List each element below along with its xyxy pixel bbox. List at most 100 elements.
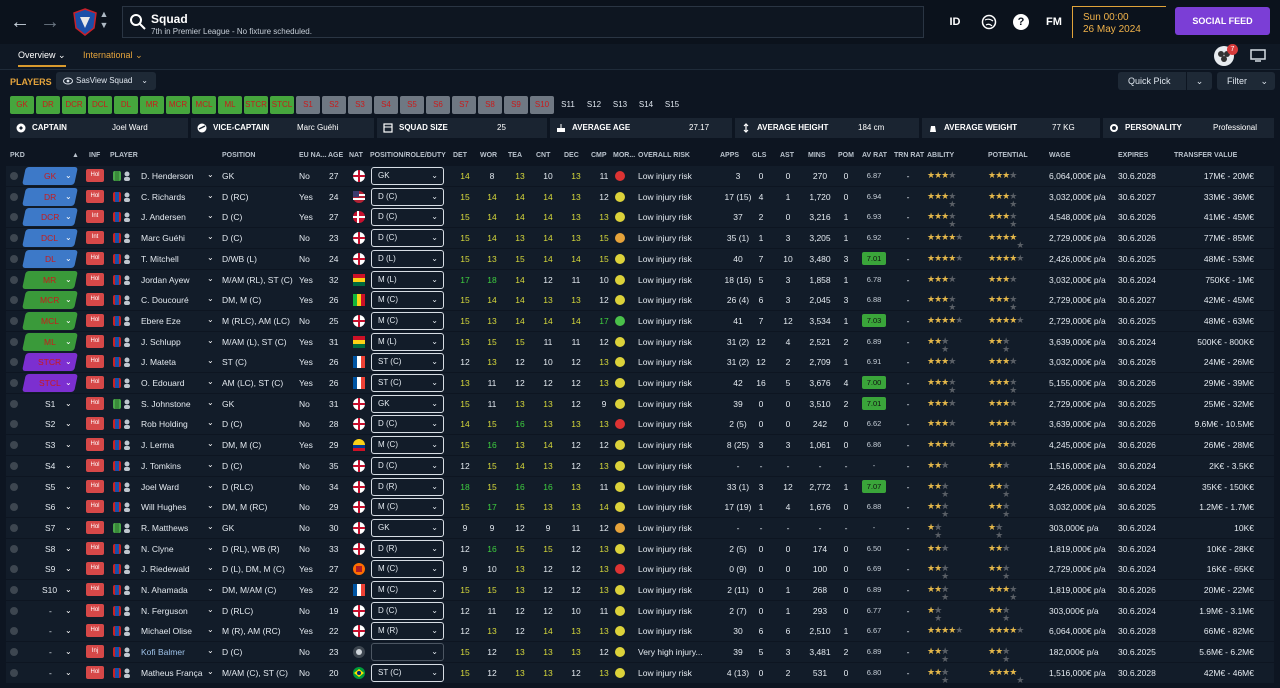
filter-button[interactable]: Filter ⌄ bbox=[1217, 72, 1275, 90]
role-duty-select[interactable]: D (C) ⌄ bbox=[371, 456, 444, 475]
morale-icon[interactable] bbox=[615, 543, 625, 554]
col-tea[interactable]: TEA bbox=[508, 152, 522, 159]
chevron-down-icon[interactable]: ⌄ bbox=[207, 335, 214, 345]
col-eu-national[interactable]: EU NA... bbox=[299, 152, 327, 159]
squad-slot-select[interactable]: ML ⌄ bbox=[22, 332, 78, 351]
info-badge[interactable]: Hol bbox=[86, 438, 104, 452]
pick-indicator[interactable] bbox=[10, 213, 18, 222]
pick-indicator[interactable] bbox=[10, 606, 18, 615]
role-duty-select[interactable]: ⌄ bbox=[371, 643, 444, 662]
tab-international[interactable]: International ⌄ bbox=[83, 50, 143, 61]
player-name[interactable]: J. Andersen bbox=[141, 212, 186, 223]
pick-indicator[interactable] bbox=[10, 441, 18, 450]
info-badge[interactable]: Hol bbox=[86, 541, 104, 555]
table-row[interactable]: - ⌄ Hol Matheus França ⌄ M/AM (C), ST (C) No 20… bbox=[6, 662, 1274, 685]
squad-slot-select[interactable]: DL ⌄ bbox=[22, 249, 78, 268]
squad-slot-select[interactable]: - ⌄ bbox=[22, 664, 78, 682]
pick-indicator[interactable] bbox=[10, 358, 18, 367]
role-duty-select[interactable]: M (C) ⌄ bbox=[371, 560, 444, 579]
player-name[interactable]: Michael Olise bbox=[141, 626, 193, 637]
pick-indicator[interactable] bbox=[10, 586, 18, 594]
table-row[interactable]: DCL ⌄ Int Marc Guéhi ⌄ D (C) No 23 D (C) ⌄ 15 14 13 1… bbox=[6, 228, 1274, 250]
quick-pick-button[interactable]: Quick Pick ⌄ bbox=[1118, 72, 1212, 90]
morale-icon[interactable] bbox=[615, 605, 625, 616]
info-badge[interactable]: Hol bbox=[86, 583, 104, 596]
table-row[interactable]: S5 ⌄ Hol Joel Ward ⌄ D (RLC) No 34 D (R) ⌄ 18 15 16 1… bbox=[6, 476, 1274, 499]
chevron-down-icon[interactable]: ⌄ bbox=[207, 170, 214, 179]
morale-icon[interactable] bbox=[615, 522, 625, 533]
player-name[interactable]: Marc Guéhi bbox=[141, 233, 185, 244]
squad-slot-select[interactable]: DCL ⌄ bbox=[22, 229, 78, 248]
player-name[interactable]: Rob Holding bbox=[141, 419, 188, 430]
table-row[interactable]: DR ⌄ Hol C. Richards ⌄ D (RC) Yes 24 D (C) ⌄ 15 14 1… bbox=[6, 186, 1274, 209]
role-duty-select[interactable]: GK ⌄ bbox=[371, 394, 444, 413]
info-badge[interactable]: Hol bbox=[86, 334, 104, 348]
chevron-down-icon[interactable]: ⌄ bbox=[207, 584, 214, 593]
pick-indicator[interactable] bbox=[10, 544, 18, 553]
morale-icon[interactable] bbox=[615, 212, 625, 223]
table-row[interactable]: S10 ⌄ Hol N. Ahamada ⌄ DM, M/AM (C) Yes 22 M (C)… bbox=[6, 580, 1274, 602]
search-box[interactable]: Squad 7th in Premier League - No fixture… bbox=[122, 6, 924, 38]
chevron-down-icon[interactable]: ⌄ bbox=[207, 211, 214, 221]
pick-indicator[interactable] bbox=[10, 234, 18, 243]
role-duty-select[interactable]: D (C) ⌄ bbox=[371, 187, 444, 206]
morale-icon[interactable] bbox=[615, 233, 625, 244]
col-morale[interactable]: MOR... bbox=[613, 152, 636, 159]
table-row[interactable]: S7 ⌄ Hol R. Matthews ⌄ GK No 30 GK ⌄ 9 9 12 9 11 12 Low … bbox=[6, 517, 1274, 540]
morale-icon[interactable] bbox=[615, 191, 625, 202]
chevron-down-icon[interactable]: ⌄ bbox=[207, 625, 214, 635]
player-name[interactable]: Ebere Eze bbox=[141, 315, 181, 326]
chevron-down-icon[interactable]: ⌄ bbox=[207, 314, 214, 324]
info-badge[interactable]: Int bbox=[86, 231, 104, 245]
pick-indicator[interactable] bbox=[10, 316, 18, 325]
pick-indicator[interactable] bbox=[10, 420, 18, 429]
player-name[interactable]: J. Mateta bbox=[141, 357, 176, 368]
squad-slot-select[interactable]: GK ⌄ bbox=[22, 167, 78, 185]
vice-captain-box[interactable]: VICE-CAPTAIN Marc Guéhi bbox=[191, 118, 374, 138]
table-row[interactable]: S9 ⌄ Hol J. Riedewald ⌄ D (L), DM, M (C) Yes 27… bbox=[6, 559, 1274, 581]
position-button-dcr[interactable]: DCR bbox=[62, 96, 86, 114]
player-name[interactable]: C. Richards bbox=[141, 191, 186, 202]
squad-slot-select[interactable]: MCR ⌄ bbox=[22, 291, 78, 310]
role-duty-select[interactable]: GK ⌄ bbox=[371, 167, 444, 185]
player-name[interactable]: N. Ahamada bbox=[141, 585, 188, 595]
pick-indicator[interactable] bbox=[10, 648, 18, 657]
col-wor[interactable]: WOR bbox=[480, 152, 498, 159]
pick-indicator[interactable] bbox=[10, 668, 18, 677]
info-badge[interactable]: Inj bbox=[86, 645, 104, 659]
info-badge[interactable]: Hol bbox=[86, 624, 104, 638]
chevron-down-icon[interactable]: ⌄ bbox=[207, 377, 214, 386]
captain-box[interactable]: CAPTAIN Joel Ward bbox=[10, 118, 188, 138]
table-row[interactable]: MCR ⌄ Hol C. Doucouré ⌄ DM, M (C) Yes 26 M (C) ⌄ 1… bbox=[6, 290, 1274, 312]
col-mins[interactable]: MINS bbox=[808, 152, 826, 159]
squad-slot-select[interactable]: STCL ⌄ bbox=[22, 374, 78, 392]
col-dec[interactable]: DEC bbox=[564, 152, 579, 159]
position-button-s14[interactable]: S14 bbox=[638, 100, 654, 109]
player-name[interactable]: N. Ferguson bbox=[141, 605, 188, 616]
col-nat[interactable]: NAT bbox=[349, 152, 363, 159]
col-cnt[interactable]: CNT bbox=[536, 152, 551, 159]
morale-icon[interactable] bbox=[615, 585, 625, 595]
pick-indicator[interactable] bbox=[10, 379, 18, 387]
table-row[interactable]: S8 ⌄ Hol N. Clyne ⌄ D (RL), WB (R) No 33 D (R) ⌄ 1… bbox=[6, 538, 1274, 559]
squad-slot-select[interactable]: S8 ⌄ bbox=[22, 540, 78, 558]
role-duty-select[interactable]: D (C) ⌄ bbox=[371, 229, 444, 248]
col-inf[interactable]: INF bbox=[89, 152, 101, 159]
morale-icon[interactable] bbox=[615, 440, 625, 451]
role-duty-select[interactable]: M (C) ⌄ bbox=[371, 311, 444, 330]
role-duty-select[interactable]: M (R) ⌄ bbox=[371, 622, 444, 641]
table-row[interactable]: DCR ⌄ Int J. Andersen ⌄ D (C) Yes 27 D (C) ⌄ 15 14 1… bbox=[6, 207, 1274, 229]
col-age[interactable]: AGE bbox=[328, 152, 344, 159]
role-duty-select[interactable]: M (C) ⌄ bbox=[371, 436, 444, 455]
col-player[interactable]: PLAYER bbox=[110, 152, 138, 159]
position-button-s3[interactable]: S3 bbox=[348, 96, 372, 114]
position-button-s7[interactable]: S7 bbox=[452, 96, 476, 114]
chevron-down-icon[interactable]: ⌄ bbox=[207, 397, 214, 407]
info-badge[interactable]: Hol bbox=[86, 272, 104, 286]
tab-overview[interactable]: Overview ⌄ bbox=[18, 50, 66, 67]
role-duty-select[interactable]: ST (C) ⌄ bbox=[371, 663, 444, 682]
info-badge[interactable]: Hol bbox=[86, 189, 104, 203]
position-button-s1[interactable]: S1 bbox=[296, 96, 320, 114]
table-row[interactable]: DL ⌄ Hol T. Mitchell ⌄ D/WB (L) No 24 D (L) ⌄ 15 13… bbox=[6, 248, 1274, 269]
role-duty-select[interactable]: M (L) ⌄ bbox=[371, 332, 444, 351]
